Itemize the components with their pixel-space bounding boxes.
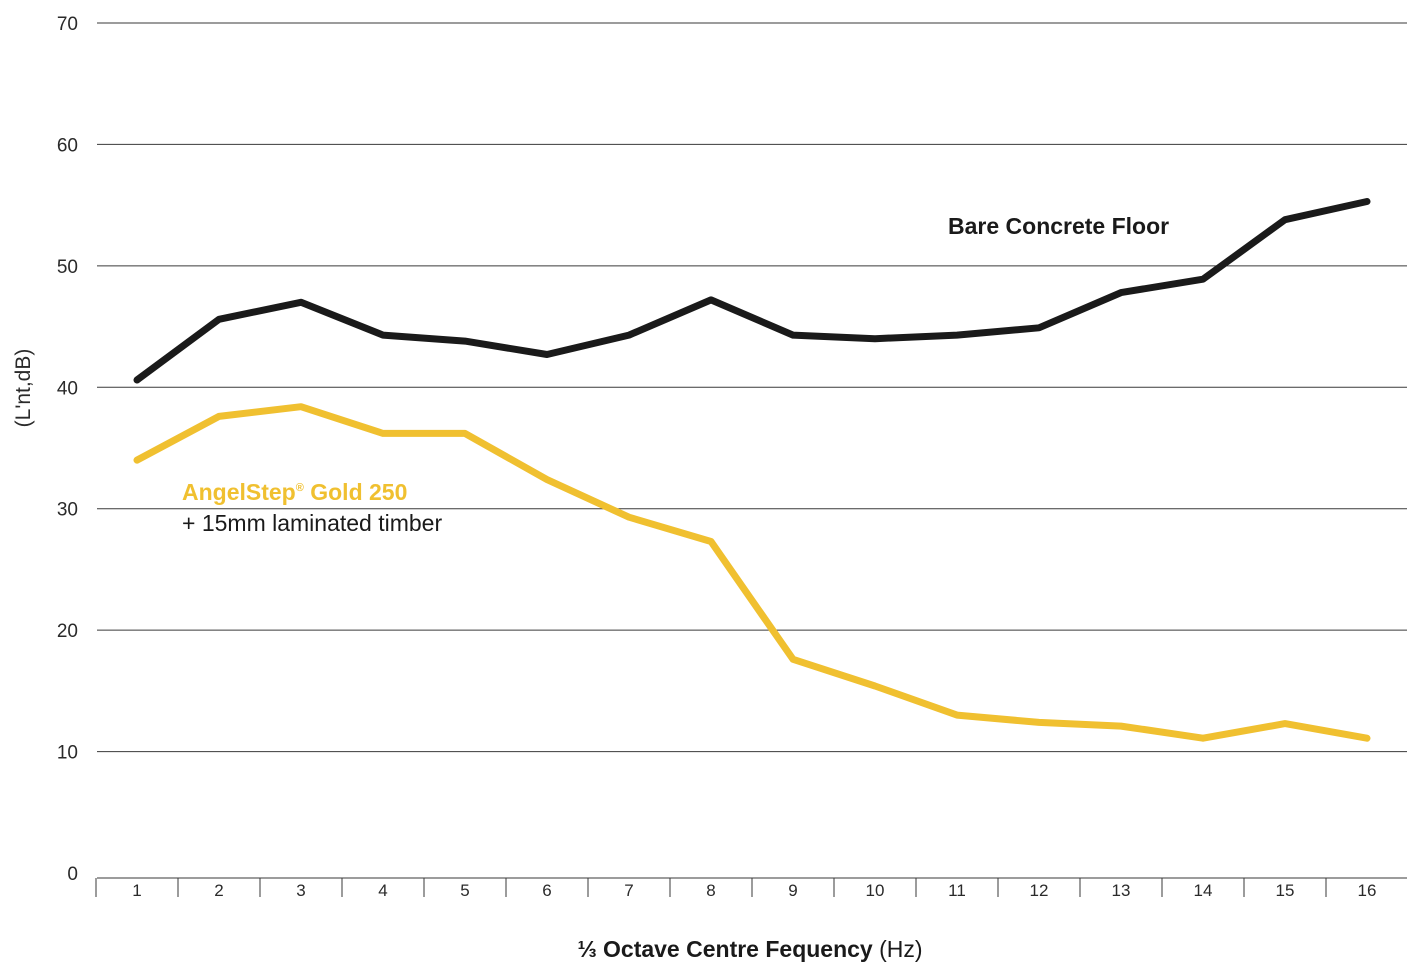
x-tick-label-8: 8 xyxy=(706,881,715,900)
x-axis-label-unit: (Hz) xyxy=(873,936,923,962)
x-tick-label-3: 3 xyxy=(296,881,305,900)
x-tick-label-7: 7 xyxy=(624,881,633,900)
y-axis-ticks: 0 10 20 30 40 50 60 70 xyxy=(57,14,78,885)
x-tick-label-14: 14 xyxy=(1194,881,1213,900)
series-line-bare-concrete xyxy=(133,198,1371,384)
x-axis-label-main: ⅓ Octave Centre Fequency xyxy=(577,936,872,962)
x-tick-label-9: 9 xyxy=(788,881,797,900)
y-tick-label-10: 10 xyxy=(57,743,78,764)
y-tick-label-50: 50 xyxy=(57,257,78,278)
x-tick-label-10: 10 xyxy=(866,881,885,900)
y-tick-label-0: 0 xyxy=(67,864,78,885)
x-tick-label-13: 13 xyxy=(1112,881,1131,900)
x-tick-label-5: 5 xyxy=(460,881,469,900)
x-tick-label-12: 12 xyxy=(1030,881,1049,900)
x-tick-label-1: 1 xyxy=(132,881,141,900)
x-tick-label-2: 2 xyxy=(214,881,223,900)
y-tick-label-30: 30 xyxy=(57,500,78,521)
series-label-angelstep-subtitle: + 15mm laminated timber xyxy=(182,510,442,536)
x-tick-label-16: 16 xyxy=(1358,881,1377,900)
grid-lines xyxy=(97,22,1407,753)
x-tick-label-4: 4 xyxy=(378,881,387,900)
y-tick-label-70: 70 xyxy=(57,14,78,35)
x-axis-label: ⅓ Octave Centre Fequency (Hz) xyxy=(577,936,922,962)
series-line-angelstep xyxy=(133,403,1371,742)
registered-mark: ® xyxy=(296,482,304,494)
y-tick-label-60: 60 xyxy=(57,135,78,156)
y-axis-label: (L'nt,dB) xyxy=(12,349,35,428)
x-tick-label-15: 15 xyxy=(1276,881,1295,900)
series-lines xyxy=(133,198,1371,742)
y-tick-label-20: 20 xyxy=(57,621,78,642)
y-tick-label-40: 40 xyxy=(57,378,78,399)
x-axis: 1 2 3 4 5 6 7 8 9 10 11 12 13 14 15 16 xyxy=(95,877,1407,900)
series-label-angelstep: AngelStep® Gold 250 xyxy=(182,479,407,505)
series-label-angelstep-name: AngelStep xyxy=(182,479,296,505)
x-tick-label-11: 11 xyxy=(948,881,966,900)
x-tick-label-6: 6 xyxy=(542,881,551,900)
series-label-bare-concrete: Bare Concrete Floor xyxy=(948,213,1169,239)
series-label-angelstep-suffix: Gold 250 xyxy=(304,479,408,505)
